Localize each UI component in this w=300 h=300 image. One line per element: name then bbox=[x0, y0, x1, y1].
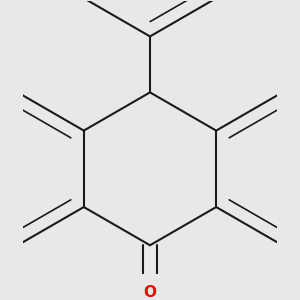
Text: O: O bbox=[143, 285, 157, 300]
